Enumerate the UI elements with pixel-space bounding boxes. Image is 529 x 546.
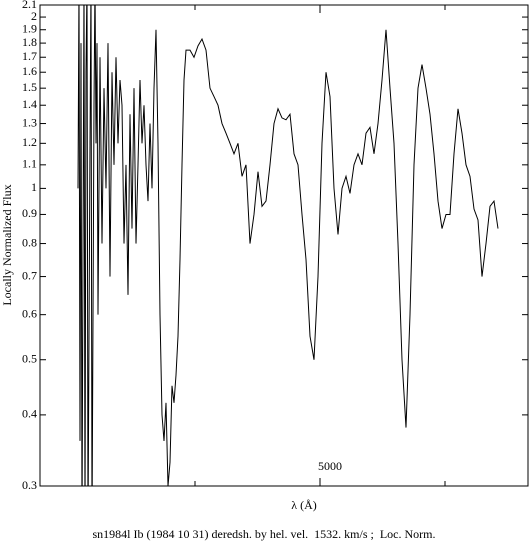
y-tick-label: 2.1 — [22, 0, 37, 11]
caption: sn1984l Ib (1984 10 31) deredsh. by hel.… — [93, 527, 436, 541]
y-tick-label: 1.6 — [22, 64, 37, 78]
y-tick-label: 0.9 — [22, 206, 37, 220]
y-tick-label: 0.8 — [22, 235, 37, 249]
y-tick-label: 1.5 — [22, 80, 37, 94]
y-tick-label: 2 — [31, 9, 37, 23]
y-tick-label: 1 — [31, 180, 37, 194]
y-tick-label: 0.4 — [22, 407, 37, 421]
spectrum-line — [77, 5, 499, 486]
x-tick-label: 5000 — [318, 459, 342, 473]
y-tick-label: 0.5 — [22, 351, 37, 365]
y-axis-label: Locally Normalized Flux — [0, 184, 14, 305]
y-tick-label: 1.1 — [22, 157, 37, 171]
y-tick-label: 0.7 — [22, 268, 37, 282]
x-axis-label: λ (Å) — [291, 498, 316, 512]
plot-frame — [39, 4, 529, 487]
y-tick-label: 1.7 — [22, 49, 37, 63]
y-tick-label: 0.6 — [22, 306, 37, 320]
y-tick-label: 0.3 — [22, 478, 37, 492]
y-tick-label: 1.2 — [22, 135, 37, 149]
y-tick-label: 1.4 — [22, 97, 37, 111]
y-tick-label: 1.3 — [22, 115, 37, 129]
y-tick-label: 1.8 — [22, 35, 37, 49]
y-tick-label: 1.9 — [22, 21, 37, 35]
